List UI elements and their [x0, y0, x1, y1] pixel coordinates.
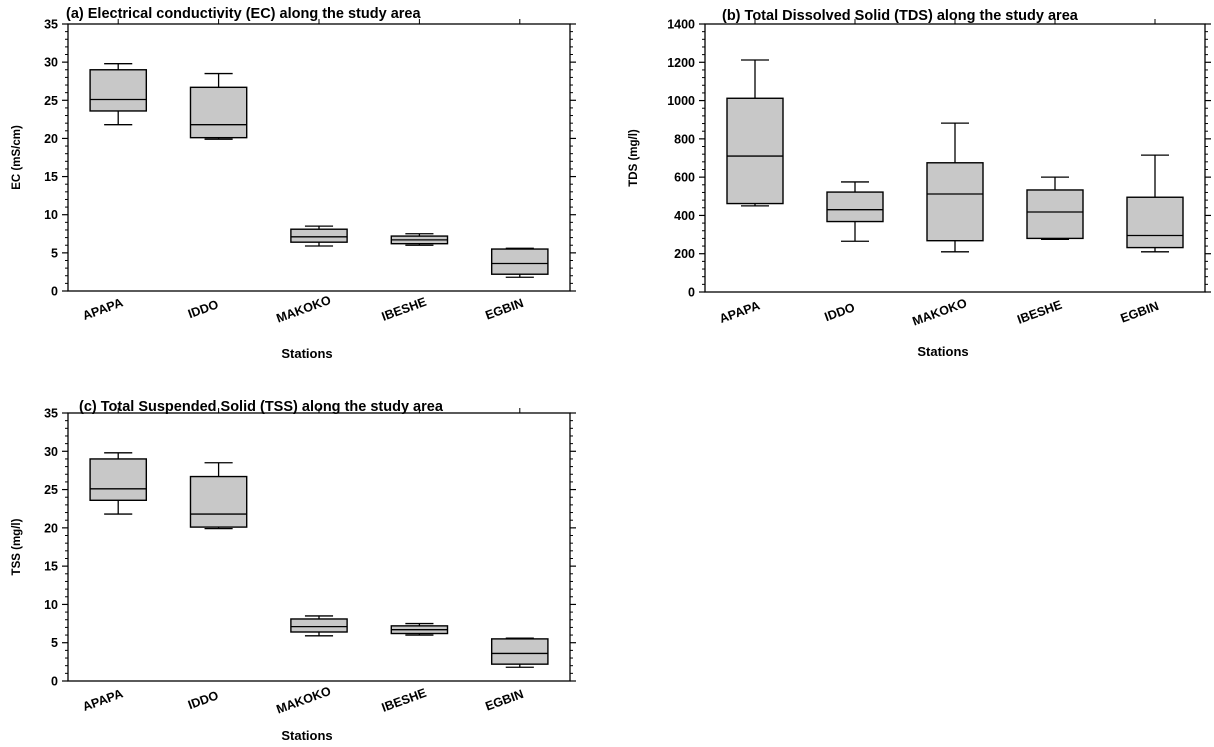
box-egbin	[490, 637, 549, 668]
y-tick-label: 25	[44, 94, 58, 108]
box-iqr	[89, 69, 148, 112]
y-tick-label: 400	[674, 209, 695, 223]
box-ibeshe	[390, 622, 449, 636]
box-apapa	[726, 59, 784, 207]
chart-title: (c) Total Suspended Solid (TSS) along th…	[79, 399, 444, 415]
x-category-label: IDDO	[823, 300, 857, 324]
box-iqr	[490, 248, 549, 275]
y-tick-label: 800	[674, 132, 695, 146]
box-iddo	[189, 72, 248, 140]
y-tick-label: 1400	[667, 18, 695, 32]
chart-b: 0 200 400 600 800 1000 1200 1400 APAPA IDDO MAKOKO…	[628, 8, 1211, 359]
x-axis-label: Stations	[281, 728, 332, 743]
x-axis-label: Stations	[917, 344, 968, 359]
y-tick-label: 5	[51, 246, 58, 260]
y-tick-label: 30	[44, 56, 58, 70]
y-axis-label: TDS (mg/l)	[628, 129, 640, 187]
x-axis-label: Stations	[281, 346, 332, 361]
box-egbin	[1126, 154, 1184, 253]
box-apapa	[89, 452, 148, 515]
x-category-label: MAKOKO	[274, 684, 333, 717]
box-apapa	[89, 63, 148, 126]
x-category-label: EGBIN	[483, 296, 525, 323]
chart-title: (b) Total Dissolved Solid (TDS) along th…	[722, 8, 1079, 24]
x-category-label: IBESHE	[380, 686, 429, 715]
chart-a: 0 5 10 15 20 25 30 35 APAPA IDDO MAKOKO IBESHE EGBIN…	[11, 6, 576, 361]
x-category-label: IBESHE	[380, 295, 429, 324]
chart-title: (a) Electrical conductivity (EC) along t…	[66, 6, 421, 22]
y-tick-label: 1000	[667, 94, 695, 108]
chart-c: 0 5 10 15 20 25 30 35 APAPA IDDO MAKOKO IBESHE EGBIN…	[11, 399, 576, 743]
box-iqr	[89, 458, 148, 501]
y-tick-label: 15	[44, 170, 58, 184]
box-makoko	[926, 122, 984, 253]
box-iqr	[290, 618, 348, 633]
y-axis-label: EC (mS/cm)	[11, 125, 23, 190]
y-tick-label: 10	[44, 598, 58, 612]
y-tick-label: 35	[44, 407, 58, 421]
x-category-label: EGBIN	[1119, 299, 1161, 326]
y-tick-label: 30	[44, 445, 58, 459]
y-tick-label: 0	[688, 286, 695, 300]
box-makoko	[290, 225, 348, 247]
box-iddo	[826, 181, 884, 242]
box-ibeshe	[1026, 176, 1084, 241]
y-tick-label: 0	[51, 285, 58, 299]
x-category-label: MAKOKO	[274, 293, 333, 326]
x-category-label: IBESHE	[1015, 298, 1064, 327]
x-category-label: IDDO	[186, 297, 220, 321]
box-iddo	[189, 462, 248, 530]
x-category-label: MAKOKO	[910, 296, 969, 329]
x-category-label: APAPA	[81, 295, 125, 322]
box-iqr	[189, 475, 248, 528]
y-axis-label: TSS (mg/l)	[11, 518, 23, 575]
y-tick-label: 25	[44, 483, 58, 497]
box-iqr	[926, 162, 984, 242]
y-tick-label: 10	[44, 208, 58, 222]
y-tick-label: 1200	[667, 56, 695, 70]
y-tick-label: 35	[44, 18, 58, 32]
y-tick-label: 5	[51, 636, 58, 650]
y-tick-label: 600	[674, 171, 695, 185]
y-tick-label: 0	[51, 675, 58, 689]
box-iqr	[1126, 196, 1184, 249]
y-tick-label: 20	[44, 132, 58, 146]
box-makoko	[290, 615, 348, 637]
box-iqr	[290, 228, 348, 243]
x-category-label: IDDO	[186, 688, 220, 712]
box-egbin	[490, 247, 549, 278]
y-tick-label: 200	[674, 247, 695, 261]
box-iqr	[1026, 189, 1084, 240]
box-iqr	[826, 191, 884, 223]
x-category-label: APAPA	[718, 298, 762, 325]
box-iqr	[189, 86, 248, 139]
y-tick-label: 15	[44, 560, 58, 574]
x-category-label: APAPA	[81, 686, 125, 713]
y-tick-label: 20	[44, 521, 58, 535]
box-iqr	[726, 97, 784, 205]
x-category-label: EGBIN	[483, 687, 525, 714]
box-ibeshe	[390, 233, 449, 246]
box-iqr	[490, 638, 549, 665]
